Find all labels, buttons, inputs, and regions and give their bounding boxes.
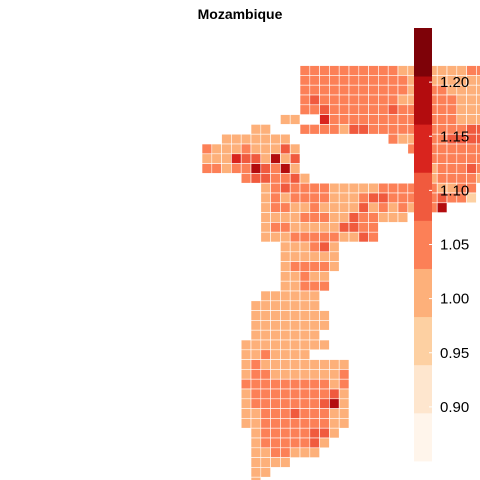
grid-cell (319, 320, 330, 331)
grid-cell (329, 261, 340, 272)
legend-tick-label: 1.05 (440, 237, 469, 254)
grid-cell (280, 457, 291, 468)
grid-cell (338, 418, 350, 429)
grid-cell (319, 437, 330, 449)
grid-cell (289, 114, 301, 125)
map-title: Mozambique (197, 6, 283, 22)
grid-cell (368, 231, 379, 243)
legend-swatch (414, 316, 432, 366)
legend-tick-label: 0.95 (440, 345, 469, 362)
legend-swatch (414, 268, 432, 318)
grid-cell (476, 65, 480, 76)
legend-swatch (414, 172, 432, 221)
grid-cell (319, 339, 330, 351)
legend-tick-label: 1.15 (440, 128, 469, 145)
legend-tick-label: 1.20 (440, 74, 469, 91)
legend-swatch (414, 220, 432, 269)
grid-cell (329, 427, 340, 439)
grid-cell (466, 192, 477, 204)
legend-tick-label: 0.90 (440, 399, 469, 416)
legend-swatch (414, 412, 432, 462)
grid-cell (476, 124, 480, 135)
legend-tick-label: 1.10 (440, 182, 469, 199)
grid-cell (319, 280, 330, 292)
grid-cell (476, 84, 480, 96)
grid-cell (476, 133, 480, 145)
grid-cell (476, 114, 480, 125)
grid-cell (476, 94, 480, 106)
legend-swatch (414, 76, 432, 125)
grid-cell (397, 212, 409, 223)
legend-swatch (414, 124, 432, 173)
legend-swatch (414, 28, 432, 77)
grid-cell (476, 104, 480, 115)
grid-cell (250, 476, 262, 480)
grid-cell (436, 202, 448, 213)
grid-cell (260, 467, 271, 478)
grid-cell (476, 143, 480, 155)
grid-cell (476, 163, 480, 174)
grid-cell (309, 447, 320, 458)
legend-swatch (414, 364, 432, 414)
grid-cell (476, 173, 480, 184)
legend-tick-label: 1.00 (440, 291, 469, 308)
grid-cell (476, 153, 480, 164)
grid-cell (476, 75, 480, 86)
